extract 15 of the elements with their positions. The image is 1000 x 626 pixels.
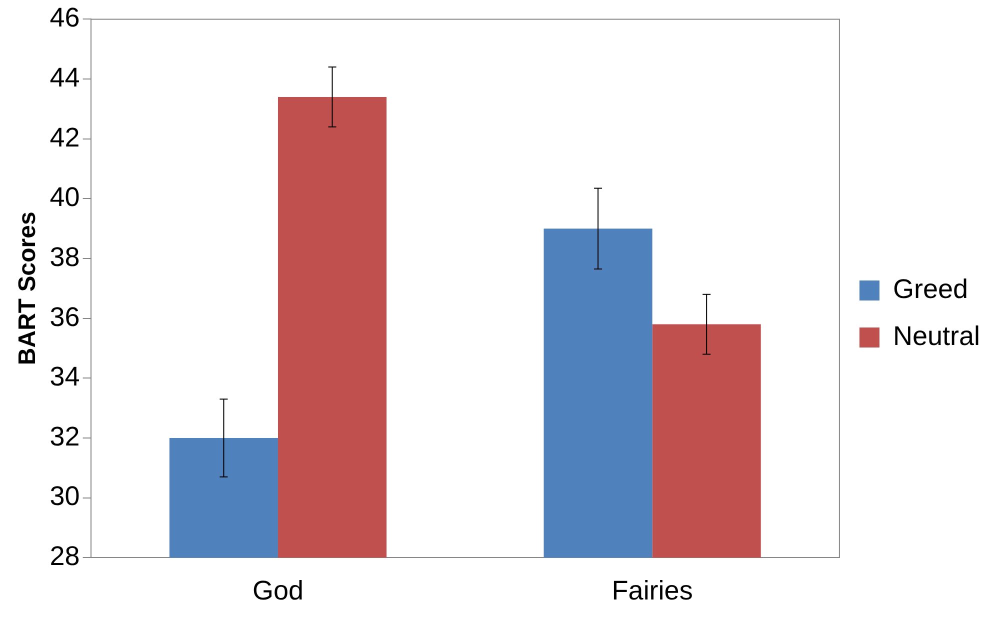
- legend-label: Neutral: [892, 320, 980, 351]
- y-tick-label: 36: [50, 302, 80, 332]
- legend-label: Greed: [892, 274, 968, 304]
- y-axis-title: BART Scores: [14, 212, 42, 366]
- y-tick-label: 40: [50, 182, 80, 212]
- y-tick-label: 32: [50, 421, 80, 452]
- y-tick-label: 46: [50, 2, 80, 33]
- y-tick-label: 28: [50, 541, 80, 572]
- y-tick-label: 42: [50, 122, 80, 152]
- x-tick-label: God: [252, 575, 304, 606]
- y-tick-label: 38: [50, 242, 80, 272]
- y-tick-label: 44: [50, 62, 80, 92]
- y-tick-label: 30: [50, 481, 80, 512]
- y-tick-label: 34: [50, 362, 80, 392]
- x-tick-label: Fairies: [612, 575, 693, 606]
